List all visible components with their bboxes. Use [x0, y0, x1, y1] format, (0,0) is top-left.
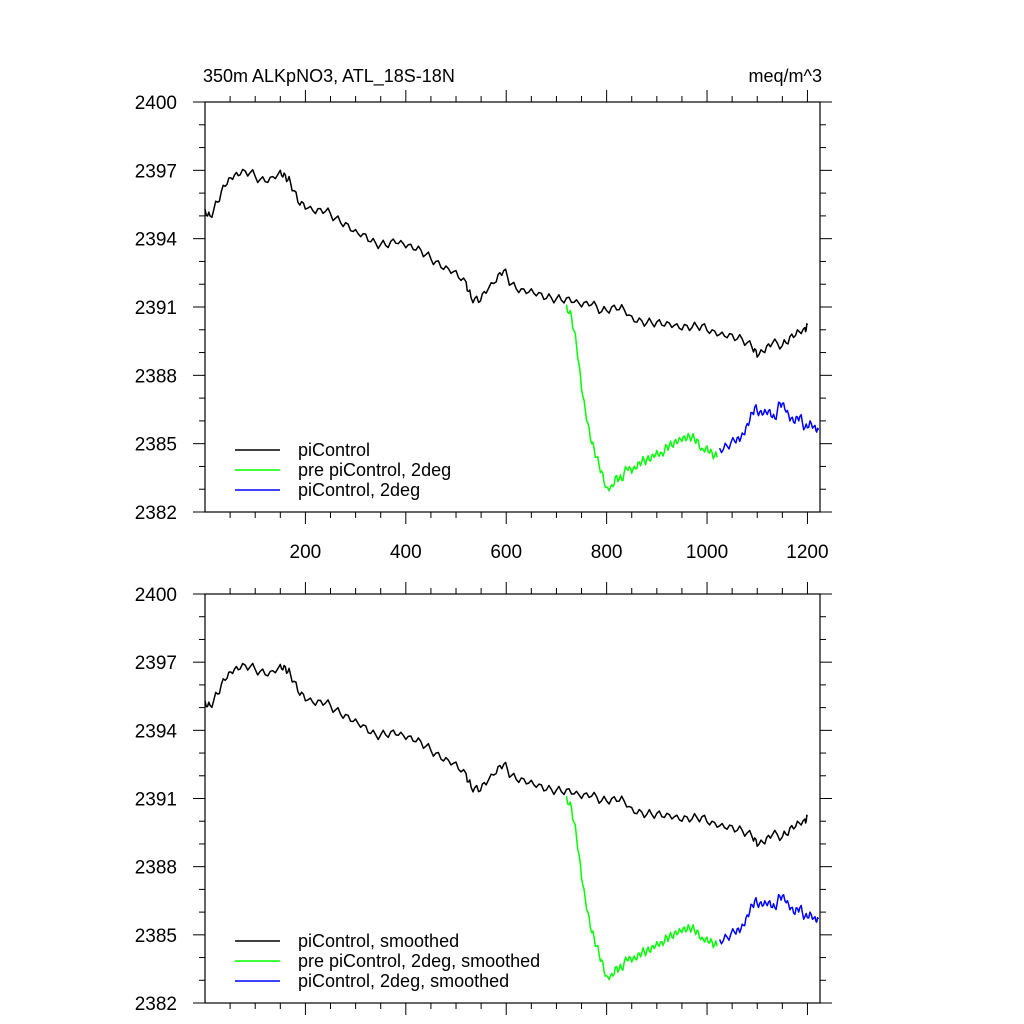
x-tick-label: 1200	[786, 542, 828, 563]
chart-title: 350m ALKpNO3, ATL_18S-18N	[203, 66, 455, 87]
y-tick-label: 2388	[135, 366, 177, 387]
y-tick-label: 2385	[135, 435, 177, 456]
legend-label: piControl, smoothed	[298, 931, 459, 951]
series-line-pre-picontrol-2deg	[565, 304, 718, 492]
legend-label: pre piControl, 2deg, smoothed	[298, 951, 540, 971]
panel-top: 200 400 600 800 1000 1200 2382 2385 2388 2391 2394…	[135, 90, 832, 563]
x-tick-label: 800	[591, 542, 623, 563]
x-tick-label: 400	[390, 542, 422, 563]
series-line-picontrol-2deg-smoothed	[718, 893, 820, 945]
panel-bottom: 2382 2385 2388 2391 2394 2397 2400 piControl, s…	[135, 582, 832, 1015]
x-tick-label: 1000	[686, 542, 728, 563]
units-label: meq/m^3	[749, 66, 822, 86]
y-tick-label: 2400	[135, 585, 177, 606]
legend-label: piControl, 2deg, smoothed	[298, 971, 509, 991]
y-tick-label: 2391	[135, 298, 177, 319]
y-tick-label: 2382	[135, 994, 177, 1015]
series-line-picontrol-smoothed	[204, 662, 809, 847]
y-tick-label: 2397	[135, 653, 177, 674]
legend-label: pre piControl, 2deg	[298, 460, 451, 480]
series-line-picontrol	[204, 168, 809, 358]
y-tick-label: 2397	[135, 161, 177, 182]
y-tick-label: 2385	[135, 926, 177, 947]
series-line-pre-picontrol-2deg-smoothed	[565, 796, 718, 981]
legend-label: piControl, 2deg	[298, 480, 420, 500]
y-tick-label: 2394	[135, 230, 178, 251]
x-tick-label: 200	[290, 542, 322, 563]
y-tick-label: 2394	[135, 721, 178, 742]
y-tick-label: 2382	[135, 503, 177, 524]
y-tick-label: 2391	[135, 790, 177, 811]
y-tick-label: 2388	[135, 858, 177, 879]
legend-label: piControl	[298, 440, 370, 460]
series-line-picontrol-2deg	[718, 401, 820, 454]
x-tick-label: 600	[490, 542, 522, 563]
y-tick-label: 2400	[135, 93, 177, 114]
